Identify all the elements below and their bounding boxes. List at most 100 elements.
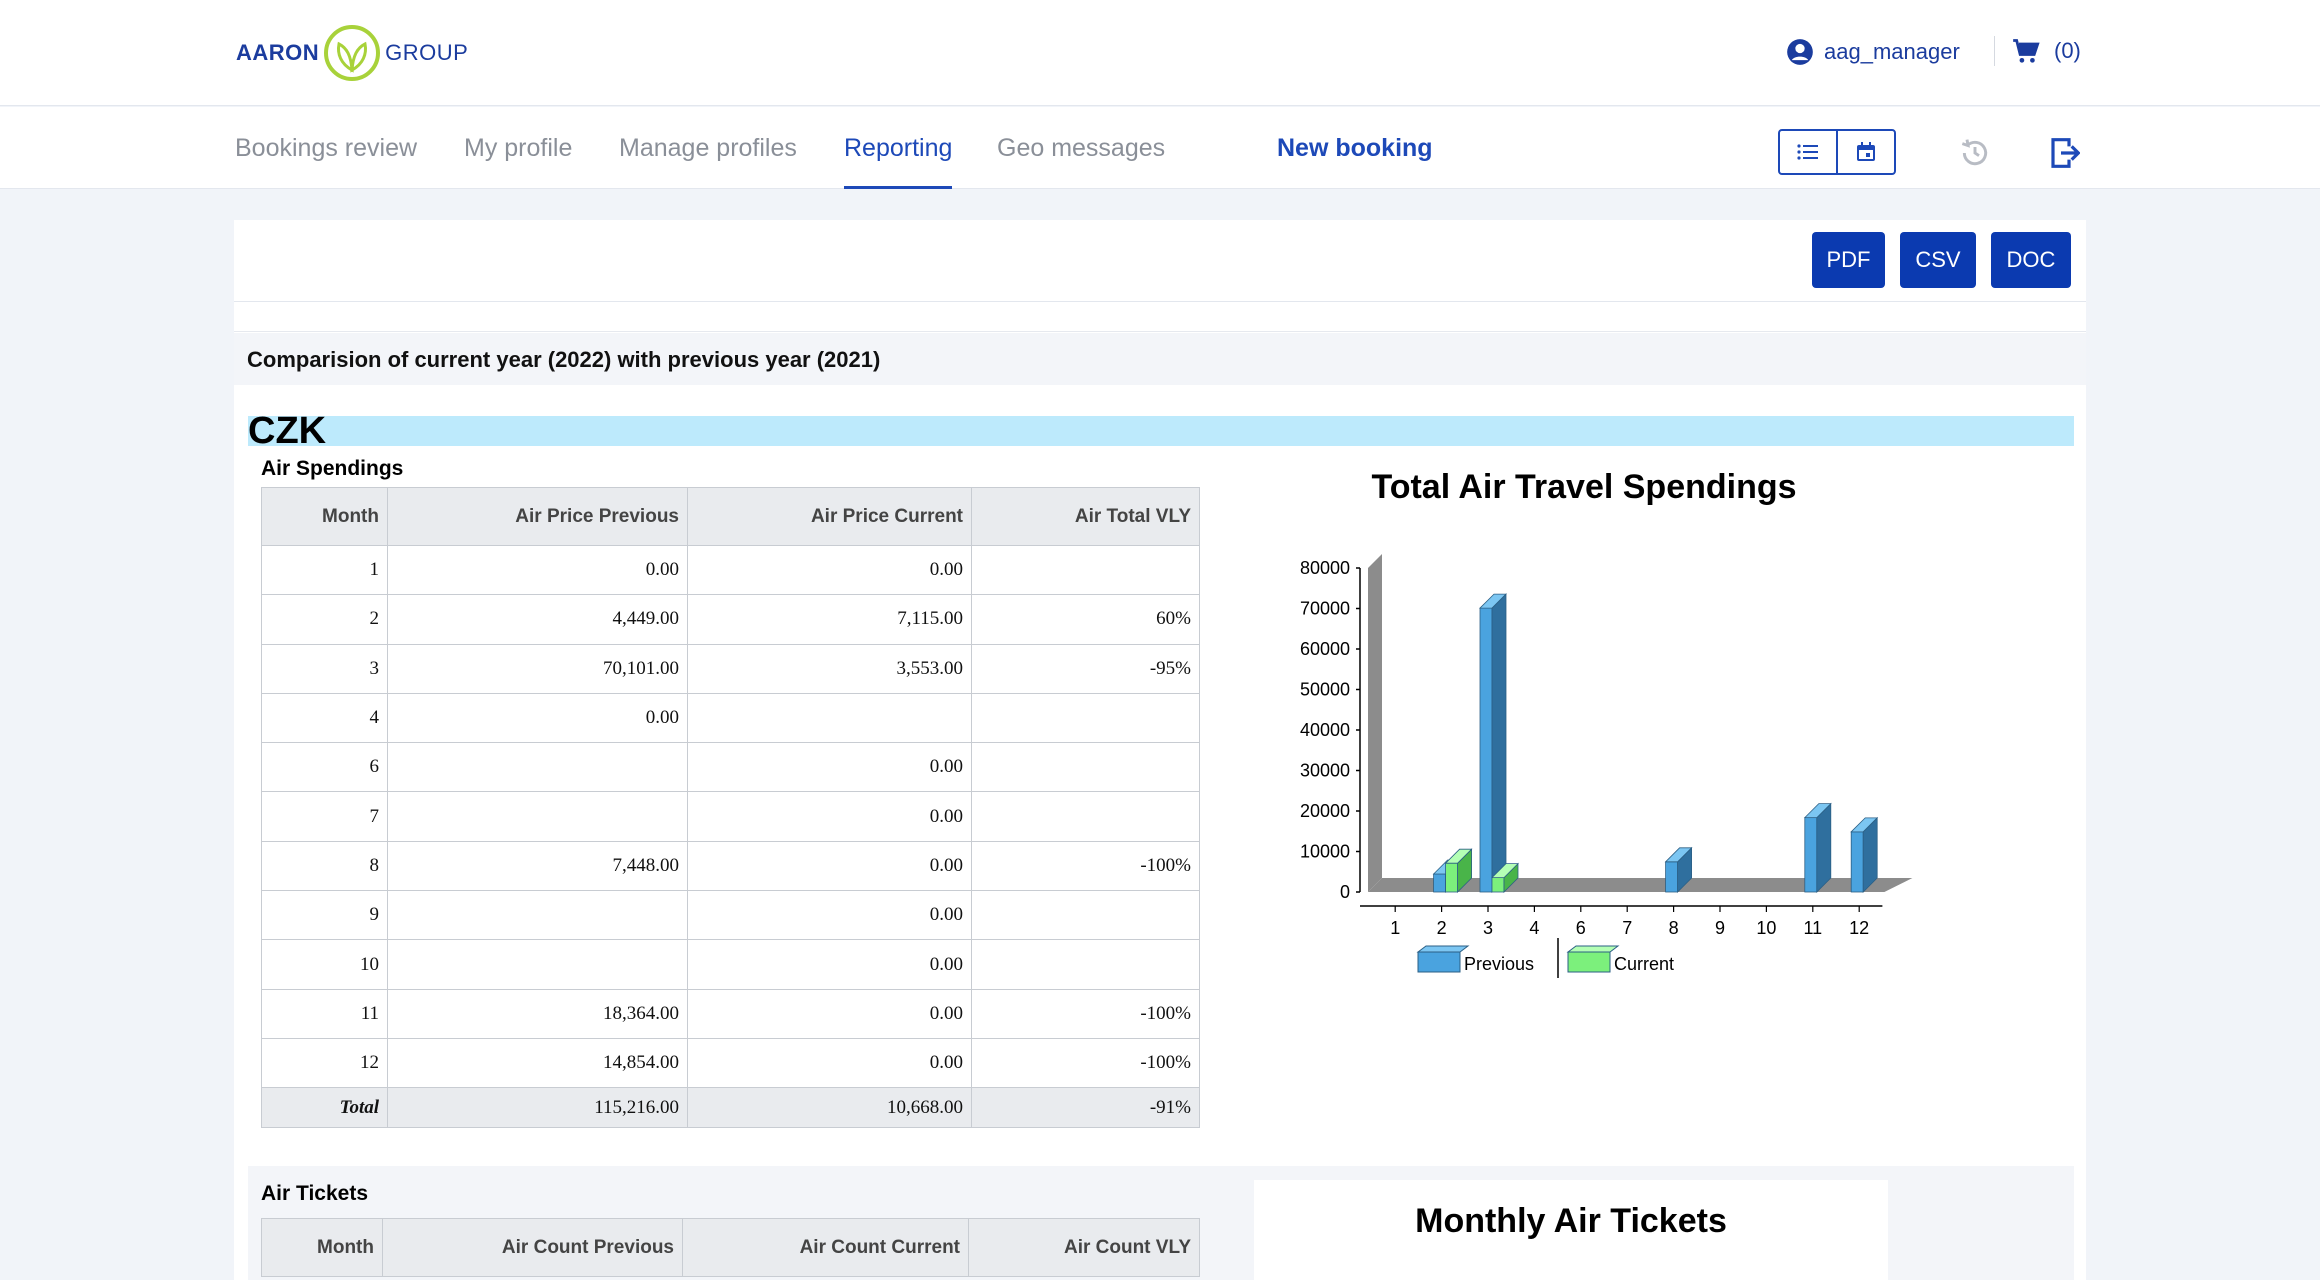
y-tick-label: 80000	[1300, 558, 1350, 578]
air-tickets-title: Air Tickets	[261, 1182, 368, 1205]
table-cell: 0.00	[687, 939, 972, 990]
column-header: Air Price Previous	[387, 487, 688, 546]
air-spendings-chart: Total Air Travel Spendings 0 10000 20000 300…	[1248, 456, 2068, 1056]
bar-previous	[1804, 817, 1818, 893]
bar-current	[1445, 862, 1459, 893]
bar-previous-top	[1850, 817, 1879, 833]
legend-swatch-current	[1567, 951, 1611, 973]
table-cell: 0.00	[687, 544, 972, 596]
total-cell: Total	[261, 1087, 388, 1129]
x-tick-label: 10	[1756, 918, 1776, 938]
total-row: Total 115,216.00 10,668.00 -91%	[261, 1087, 1200, 1129]
column-header: Air Total VLY	[971, 487, 1200, 546]
logo-word-aaron: AARON	[236, 40, 320, 65]
tab-reporting[interactable]: Reporting	[844, 107, 953, 189]
table-row: 3 70,101.00 3,553.00 -95%	[261, 643, 1200, 694]
table-cell: 0.00	[687, 791, 972, 842]
y-tick-label: 50000	[1300, 680, 1350, 700]
bar-current	[1491, 877, 1505, 893]
history-icon	[1961, 139, 1988, 166]
table-cell: 7	[261, 791, 388, 842]
bar-previous-top	[1664, 847, 1693, 863]
y-tick-label: 10000	[1300, 842, 1350, 862]
table-row: 11 18,364.00 0.00 -100%	[261, 988, 1200, 1039]
table-cell	[971, 939, 1200, 990]
shopping-cart-icon	[2013, 39, 2040, 63]
aaron-group-logo[interactable]: AARON GROUP	[236, 20, 468, 86]
y-tick-label: 60000	[1300, 639, 1350, 659]
table-cell: 8	[261, 840, 388, 892]
x-tick-label: 12	[1849, 918, 1869, 938]
view-toggle	[1778, 129, 1896, 175]
table-cell: 3	[261, 643, 388, 694]
table-cell	[971, 692, 1200, 744]
chart-title: Monthly Air Tickets	[1415, 1202, 1727, 1240]
tab-geo-messages[interactable]: Geo messages	[997, 134, 1166, 162]
export-pdf-button[interactable]: PDF	[1812, 232, 1885, 288]
logout-button[interactable]	[2050, 137, 2081, 174]
export-csv-button[interactable]: CSV	[1900, 232, 1976, 288]
air-spendings-table: Month Air Price Previous Air Price Curre…	[261, 487, 1200, 1129]
new-booking-link[interactable]: New booking	[1277, 134, 1433, 162]
table-cell	[387, 791, 688, 842]
bar-previous	[1433, 873, 1447, 893]
table-cell: -100%	[971, 988, 1200, 1039]
table-cell: 70,101.00	[387, 643, 688, 694]
user-menu[interactable]: aag_manager	[1786, 38, 1960, 66]
air-spendings-chart-svg: Total Air Travel Spendings 0 10000 20000 300…	[1300, 468, 1913, 978]
username-label: aag_manager	[1824, 39, 1960, 64]
air-tickets-table: Month Air Count Previous Air Count Curre…	[261, 1218, 1200, 1277]
logo-word-group: GROUP	[385, 40, 469, 65]
tab-my-profile[interactable]: My profile	[464, 134, 573, 162]
table-cell: 12	[261, 1037, 388, 1089]
list-view-button[interactable]	[1780, 131, 1836, 173]
column-header: Air Price Current	[687, 487, 972, 546]
table-row: 8 7,448.00 0.00 -100%	[261, 840, 1200, 892]
report-filters-strip	[234, 302, 2086, 332]
tab-manage-profiles[interactable]: Manage profiles	[619, 134, 797, 162]
x-tick-label: 11	[1803, 918, 1822, 938]
column-header: Air Count Current	[682, 1218, 969, 1277]
table-cell: 60%	[971, 594, 1200, 645]
x-tick-label: 4	[1529, 918, 1539, 938]
column-header: Month	[261, 1218, 383, 1277]
table-cell: 0.00	[387, 692, 688, 744]
table-cell: -95%	[971, 643, 1200, 694]
legend-label-current: Current	[1614, 954, 1674, 974]
table-cell: 0.00	[387, 544, 688, 596]
total-cell: 10,668.00	[687, 1087, 972, 1129]
x-tick-label: 2	[1437, 918, 1447, 938]
x-tick-label: 6	[1576, 918, 1586, 938]
y-tick-label: 40000	[1300, 720, 1350, 740]
table-cell: 18,364.00	[387, 988, 688, 1039]
table-cell: 0.00	[687, 890, 972, 941]
table-cell	[387, 742, 688, 793]
bar-previous-side	[1816, 802, 1832, 893]
cart-button[interactable]: (0)	[2012, 38, 2081, 64]
tab-bookings-review[interactable]: Bookings review	[235, 134, 418, 162]
y-tick-label: 70000	[1300, 599, 1350, 619]
table-row: 1 0.00 0.00	[261, 544, 1200, 596]
currency-label: CZK	[248, 410, 327, 452]
x-tick-label: 8	[1669, 918, 1679, 938]
x-tick-label: 9	[1715, 918, 1725, 938]
table-row: 9 0.00	[261, 890, 1200, 941]
table-cell: 0.00	[687, 742, 972, 793]
export-toolbar: PDF CSV DOC	[234, 220, 2086, 302]
legend-swatch-current-top	[1566, 945, 1620, 953]
table-cell: -100%	[971, 840, 1200, 892]
air-spendings-title: Air Spendings	[261, 457, 404, 480]
calendar-view-button[interactable]	[1836, 131, 1894, 173]
user-circle-icon	[1787, 39, 1813, 65]
calendar-icon	[1857, 142, 1875, 161]
history-button[interactable]	[1959, 137, 1991, 174]
export-doc-button[interactable]: DOC	[1991, 232, 2071, 288]
bar-previous	[1850, 831, 1864, 893]
report-card: PDF CSV DOC Comparision of current year …	[234, 220, 2086, 1280]
table-cell: 7,115.00	[687, 594, 972, 645]
legend-label-previous: Previous	[1464, 954, 1534, 974]
table-row: 2 4,449.00 7,115.00 60%	[261, 594, 1200, 645]
table-cell	[387, 939, 688, 990]
x-tick-label: 7	[1622, 918, 1632, 938]
monthly-air-tickets-chart: Monthly Air Tickets	[1254, 1180, 1888, 1280]
